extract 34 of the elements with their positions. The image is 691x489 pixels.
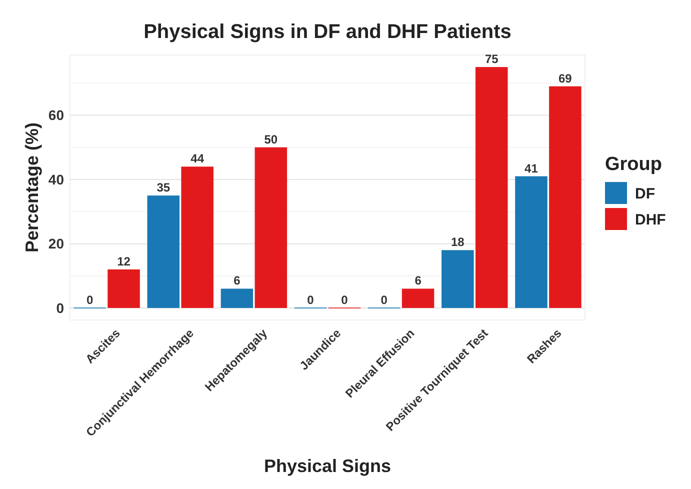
bar [402, 288, 434, 308]
data-label: 0 [380, 292, 388, 307]
data-label: 75 [484, 52, 499, 66]
data-label: 6 [234, 274, 241, 288]
legend-label: DF [635, 185, 655, 202]
data-label: 0 [307, 292, 314, 307]
bar [108, 269, 140, 308]
bar [147, 196, 180, 308]
data-label: 35 [156, 180, 170, 195]
y-tick-label: 60 [48, 107, 64, 124]
y-tick-label: 0 [56, 300, 64, 316]
y-tick-label: 40 [48, 171, 64, 188]
legend-title: Group [605, 154, 662, 175]
data-label: 50 [264, 132, 278, 146]
data-label: 0 [341, 292, 348, 307]
bar [549, 86, 582, 308]
chart-title: Physical Signs in DF and DHF Patients [144, 21, 512, 43]
bar [475, 67, 508, 308]
legend-label: DHF [635, 211, 666, 228]
bar [181, 166, 214, 308]
data-label: 0 [86, 292, 94, 307]
x-axis-title: Physical Signs [264, 456, 392, 476]
bar [254, 147, 288, 308]
bar [515, 176, 548, 308]
data-label: 69 [558, 71, 572, 86]
y-tick-label: 20 [48, 236, 64, 252]
data-label: 41 [524, 161, 538, 176]
bar [442, 250, 474, 308]
data-label: 12 [117, 254, 131, 268]
data-label: 6 [414, 274, 422, 288]
y-axis-title: Percentage (%) [22, 122, 42, 253]
data-label: 44 [190, 152, 204, 166]
bar [220, 288, 254, 308]
data-label: 18 [450, 235, 465, 250]
